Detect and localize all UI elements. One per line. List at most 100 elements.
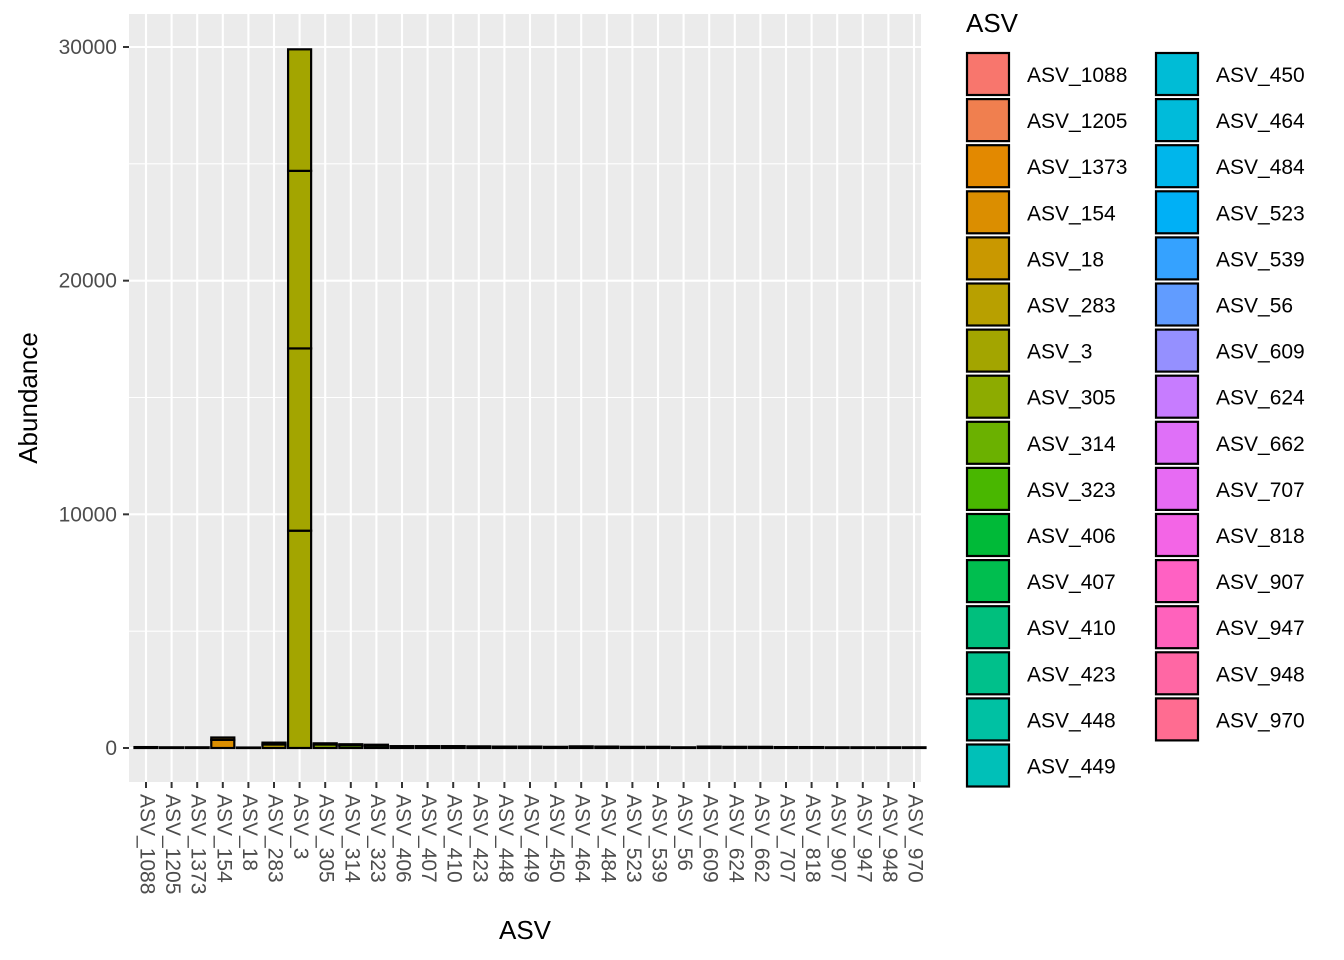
legend-key-asv-948 [1154,651,1200,696]
legend-key-asv-1205 [965,97,1011,143]
legend-key-asv-448 [965,697,1011,742]
bar-asv-947-segment-1 [850,746,876,750]
legend-key-asv-1373 [965,144,1011,189]
legend-key-asv-323 [965,466,1011,511]
bar-asv-707-segment-1 [773,745,799,750]
legend-label: ASV_662 [1216,433,1305,456]
x-tick-label: ASV_423 [468,794,491,883]
legend-key-asv-406 [965,512,1011,558]
legend-label: ASV_947 [1216,617,1305,640]
legend: ASV_1088 ASV_1205 ASV_1373 ASV_154 ASV_18 ASV… [965,51,1305,788]
x-tick-label: ASV_3 [289,794,312,859]
legend-label: ASV_609 [1216,341,1305,364]
bar-asv-662-segment-1 [747,745,774,750]
grid-lines [129,14,921,782]
legend-key-asv-609 [1154,328,1200,373]
x-tick-label: ASV_624 [724,794,747,883]
bar-asv-818-segment-1 [798,745,825,750]
legend-key-asv-154 [965,190,1011,235]
bar-asv-624-segment-1 [722,745,748,750]
x-tick-label: ASV_407 [417,794,440,883]
x-tick-label: ASV_662 [750,794,773,883]
legend-label: ASV_449 [1027,756,1116,779]
legend-key-asv-947 [1154,605,1200,650]
legend-label: ASV_18 [1027,248,1104,271]
bar-asv-3-segment-3 [286,169,313,350]
legend-key-asv-18 [965,236,1011,281]
bar-asv-450-segment-1 [542,745,569,750]
legend-label: ASV_907 [1216,571,1305,594]
legend-label: ASV_1205 [1027,110,1127,133]
bar-series [133,48,927,750]
legend-label: ASV_539 [1216,248,1305,271]
legend-key-asv-539 [1154,236,1200,281]
x-tick-label: ASV_1205 [161,794,184,894]
bar-asv-56-segment-1 [670,746,697,750]
x-tick-label: ASV_609 [699,794,722,883]
bar-asv-3-segment-2 [286,347,313,532]
bar-asv-970-segment-1 [901,746,927,750]
legend-label: ASV_3 [1027,341,1092,364]
legend-label: ASV_818 [1216,525,1305,548]
bar-asv-283-segment-2 [261,741,287,746]
x-tick-label: ASV_449 [519,794,542,883]
x-tick-label: ASV_406 [391,794,414,883]
bar-asv-539-segment-1 [645,745,671,750]
legend-label: ASV_323 [1027,479,1116,502]
bar-asv-305-segment-2 [312,742,338,746]
y-tick-label: 30000 [59,36,117,59]
x-axis-title: ASV [499,915,552,945]
x-tick-label: ASV_523 [622,794,645,883]
bar-asv-609-segment-1 [696,745,722,750]
x-tick-label: ASV_18 [238,794,261,871]
x-tick-label: ASV_1088 [135,794,158,894]
legend-key-asv-1088 [965,51,1011,97]
legend-label: ASV_448 [1027,709,1116,732]
bar-asv-1373-segment-1 [184,746,210,750]
x-tick-label: ASV_450 [545,794,568,883]
bar-asv-323-segment-2 [363,743,390,747]
legend-key-asv-624 [1154,374,1200,419]
legend-key-asv-410 [965,605,1011,650]
legend-label: ASV_707 [1216,479,1305,502]
legend-key-asv-907 [1154,558,1200,604]
legend-key-asv-464 [1154,97,1200,143]
x-tick-label: ASV_707 [775,794,798,883]
legend-label: ASV_450 [1216,64,1305,87]
bar-asv-314-segment-2 [338,743,364,747]
bar-asv-907-segment-1 [824,746,850,750]
legend-label: ASV_56 [1216,295,1293,318]
bar-asv-1205-segment-1 [158,746,185,750]
x-tick-label: ASV_305 [315,794,338,883]
legend-label: ASV_154 [1027,202,1116,225]
x-tick-label: ASV_314 [340,794,363,883]
bar-asv-523-segment-1 [619,745,646,750]
legend-key-asv-3 [965,328,1011,373]
x-tick-label: ASV_970 [903,794,926,883]
x-axis: ASV_1088 ASV_1205 ASV_1373 ASV_154 ASV_18 ASV… [135,782,926,894]
bar-asv-449-segment-1 [517,745,543,750]
legend-key-asv-523 [1154,190,1200,235]
bar-asv-3-segment-4 [286,48,313,172]
x-tick-label: ASV_56 [673,794,696,871]
legend-key-asv-423 [965,651,1011,696]
legend-key-asv-56 [1154,282,1200,327]
legend-key-asv-818 [1154,512,1200,558]
legend-key-asv-305 [965,374,1011,419]
x-tick-label: ASV_948 [878,794,901,883]
bar-asv-948-segment-1 [875,746,902,750]
legend-title: ASV [966,8,1019,38]
legend-label: ASV_407 [1027,571,1116,594]
legend-label: ASV_1373 [1027,156,1127,179]
x-tick-label: ASV_539 [647,794,670,883]
legend-key-asv-662 [1154,420,1200,465]
bar-asv-464-segment-1 [568,745,594,750]
legend-key-asv-707 [1154,466,1200,511]
x-tick-label: ASV_283 [263,794,286,883]
legend-key-asv-449 [965,743,1011,788]
legend-key-asv-407 [965,558,1011,604]
legend-label: ASV_305 [1027,387,1116,410]
legend-label: ASV_624 [1216,387,1305,410]
bar-asv-406-segment-1 [389,745,415,750]
